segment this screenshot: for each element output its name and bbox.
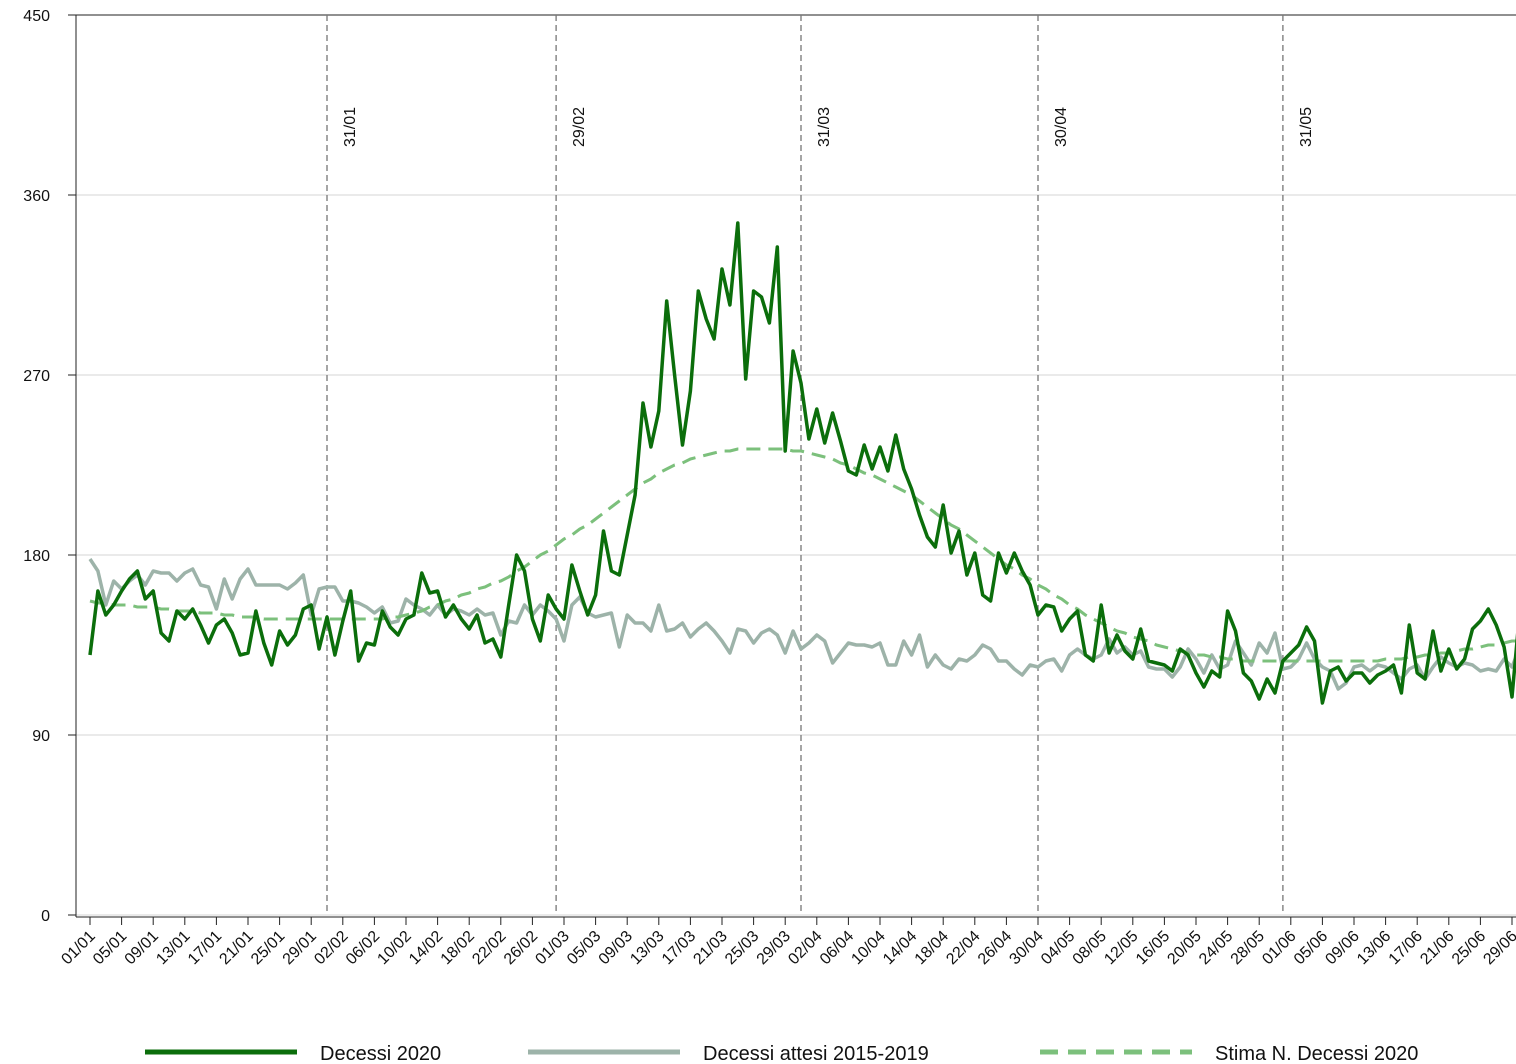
legend-label: Decessi attesi 2015-2019 [703,1043,929,1064]
y-tick-label: 90 [32,728,50,745]
x-tick-label: 13/01 [153,928,193,968]
legend-label: Stima N. Decessi 2020 [1215,1043,1418,1064]
x-tick-label: 20/05 [1164,928,1204,968]
x-tick-label: 06/02 [343,928,383,968]
x-tick-label: 14/02 [406,928,446,968]
x-tick-label: 25/01 [248,928,288,968]
x-tick-label: 09/03 [596,928,636,968]
x-tick-label: 28/05 [1228,928,1268,968]
reference-label: 30/04 [1053,107,1070,147]
reference-label: 31/05 [1298,107,1315,147]
x-tick-label: 18/02 [438,928,478,968]
y-tick-label: 360 [23,188,50,205]
x-tick-label: 10/02 [374,928,414,968]
x-tick-label: 02/02 [311,928,351,968]
x-tick-label: 05/03 [564,928,604,968]
x-tick-label: 25/03 [722,928,762,968]
x-tick-label: 21/01 [216,928,256,968]
x-tick-label: 09/01 [122,928,162,968]
series-line [88,221,1516,705]
x-tick-label: 17/01 [185,928,225,968]
x-tick-label: 08/05 [1070,928,1110,968]
x-tick-label: 21/06 [1417,928,1457,968]
x-tick-label: 29/03 [754,928,794,968]
x-tick-label: 29/06 [1480,928,1516,968]
x-tick-label: 17/06 [1386,928,1426,968]
x-tick-label: 12/05 [1101,928,1141,968]
x-tick-label: 22/04 [943,928,983,968]
y-tick-label: 450 [23,8,50,25]
x-tick-label: 05/01 [90,928,130,968]
x-tick-label: 16/05 [1133,928,1173,968]
reference-label: 31/03 [816,107,833,147]
x-tick-label: 02/04 [785,928,825,968]
x-tick-label: 06/04 [817,928,857,968]
legend-label: Decessi 2020 [320,1043,441,1064]
x-tick-label: 01/03 [532,928,572,968]
y-tick-label: 180 [23,548,50,565]
x-tick-label: 22/02 [469,928,509,968]
y-tick-label: 270 [23,368,50,385]
x-tick-label: 10/04 [848,928,888,968]
x-tick-label: 09/06 [1322,928,1362,968]
x-tick-label: 21/03 [690,928,730,968]
x-tick-label: 24/05 [1196,928,1236,968]
x-tick-label: 18/04 [912,928,952,968]
x-tick-label: 26/02 [501,928,541,968]
x-tick-label: 25/06 [1449,928,1489,968]
x-tick-label: 30/04 [1006,928,1046,968]
y-tick-label: 0 [41,908,50,925]
x-tick-label: 13/03 [627,928,667,968]
x-tick-label: 05/06 [1291,928,1331,968]
x-tick-label: 14/04 [880,928,920,968]
x-tick-label: 13/06 [1354,928,1394,968]
x-tick-label: 17/03 [659,928,699,968]
x-tick-label: 01/06 [1259,928,1299,968]
x-tick-label: 01/01 [58,928,98,968]
x-tick-label: 29/01 [280,928,320,968]
x-tick-label: 04/05 [1038,928,1078,968]
series-line [88,558,1516,691]
reference-label: 31/01 [342,107,359,147]
reference-label: 29/02 [571,107,588,147]
x-tick-label: 26/04 [975,928,1015,968]
